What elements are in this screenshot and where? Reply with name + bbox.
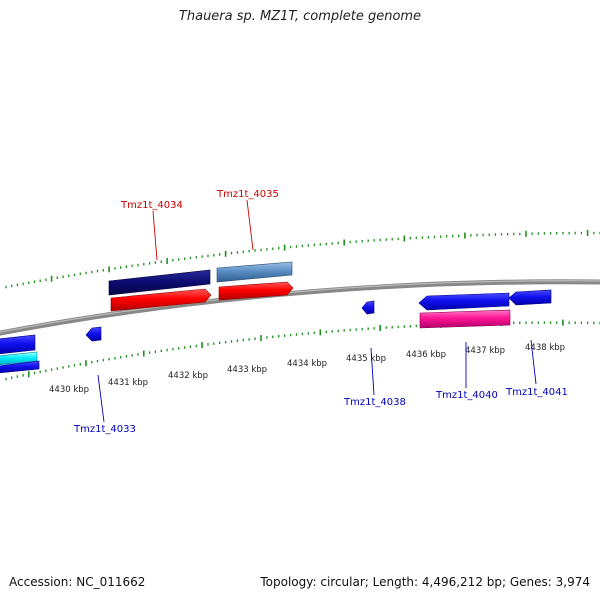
- map-title: Thauera sp. MZ1T, complete genome: [178, 9, 422, 24]
- genome-backbone-highlight: [0, 280, 600, 333]
- gene-Tmz1t_4034[interactable]: [108, 269, 212, 312]
- scale-label-4434: 4434 kbp: [287, 359, 327, 369]
- gene-Tmz1t_4033[interactable]: [85, 326, 102, 342]
- gene-label-Tmz1t_4034: Tmz1t_4034: [120, 200, 183, 211]
- scale-label-4430: 4430 kbp: [49, 385, 89, 395]
- genome-summary-text: Topology: circular; Length: 4,496,212 bp…: [260, 575, 590, 589]
- gene-Tmz1t_4038[interactable]: [361, 300, 375, 315]
- gene-label-Tmz1t_4038: Tmz1t_4038: [343, 397, 406, 408]
- gene-Tmz1t_4040[interactable]: [418, 292, 511, 329]
- gene-Tmz1t_4035[interactable]: [216, 261, 294, 301]
- scale-label-4437: 4437 kbp: [465, 346, 505, 356]
- gene-label-Tmz1t_4041: Tmz1t_4041: [505, 387, 568, 398]
- scale-label-4433: 4433 kbp: [227, 365, 267, 375]
- gene-leader-lines: [97, 199, 537, 423]
- scale-label-4431: 4431 kbp: [108, 378, 148, 388]
- outer-scale-ticks: [5, 230, 600, 289]
- scale-label-4432: 4432 kbp: [168, 371, 208, 381]
- gene-label-Tmz1t_4035: Tmz1t_4035: [216, 189, 279, 200]
- gene-edge-fragments[interactable]: [0, 334, 40, 374]
- scale-label-4436: 4436 kbp: [406, 350, 446, 360]
- gene-label-Tmz1t_4040: Tmz1t_4040: [435, 390, 498, 401]
- scale-label-4438: 4438 kbp: [525, 343, 565, 353]
- accession-text: Accession: NC_011662: [9, 575, 146, 589]
- genome-backbone: [0, 279, 600, 336]
- gene-Tmz1t_4041[interactable]: [508, 289, 552, 306]
- scale-label-4435: 4435 kbp: [346, 354, 386, 364]
- gene-label-Tmz1t_4033: Tmz1t_4033: [73, 424, 136, 435]
